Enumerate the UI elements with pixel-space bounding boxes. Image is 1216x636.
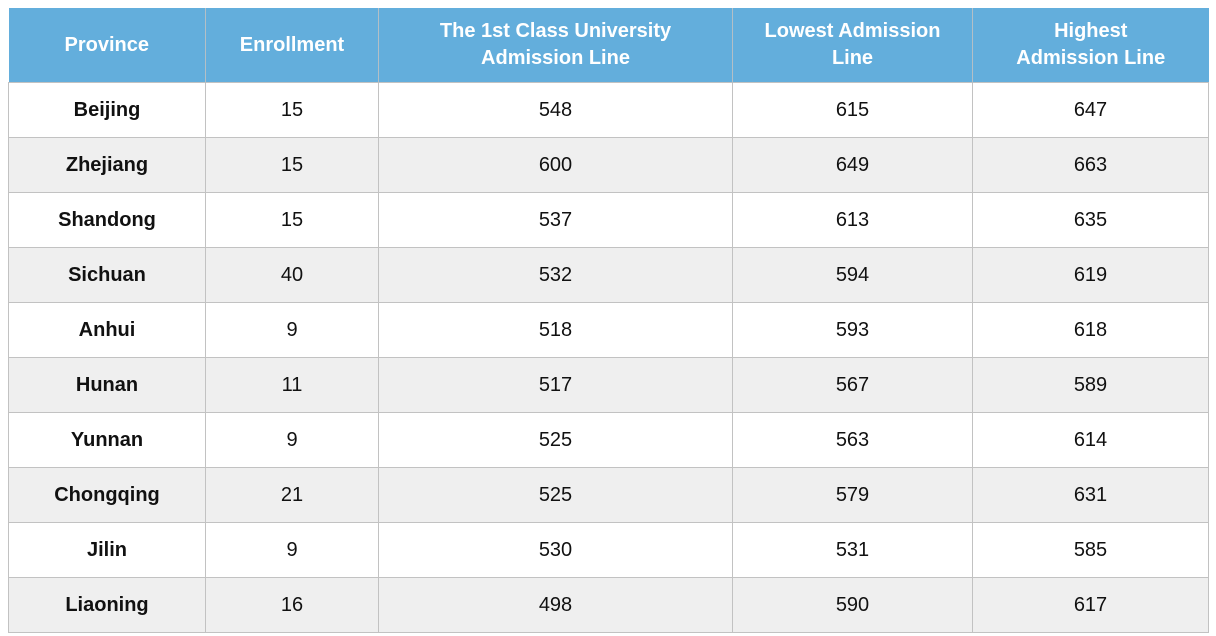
cell-province: Jilin: [8, 522, 206, 578]
cell-province: Hunan: [8, 357, 206, 413]
cell-highest-admission-line: 663: [972, 137, 1209, 193]
cell-province: Shandong: [8, 192, 206, 248]
cell-province: Chongqing: [8, 467, 206, 523]
cell-enrollment: 16: [205, 577, 379, 633]
cell-enrollment: 11: [205, 357, 379, 413]
cell-lowest-admission-line: 615: [732, 82, 973, 138]
column-header-lowest-admission-line: Lowest Admission Line: [732, 8, 973, 83]
cell-province: Zhejiang: [8, 137, 206, 193]
cell-first-class-university-admission-line: 517: [378, 357, 733, 413]
cell-enrollment: 9: [205, 412, 379, 468]
admissions-table: Province Enrollment The 1st Class Univer…: [8, 8, 1209, 633]
cell-enrollment: 15: [205, 82, 379, 138]
cell-lowest-admission-line: 579: [732, 467, 973, 523]
cell-highest-admission-line: 589: [972, 357, 1209, 413]
cell-lowest-admission-line: 563: [732, 412, 973, 468]
cell-first-class-university-admission-line: 537: [378, 192, 733, 248]
cell-highest-admission-line: 617: [972, 577, 1209, 633]
cell-highest-admission-line: 619: [972, 247, 1209, 303]
cell-lowest-admission-line: 649: [732, 137, 973, 193]
cell-lowest-admission-line: 567: [732, 357, 973, 413]
table-row: Hunan 11 517 567 589: [8, 357, 1209, 413]
column-header-first-class-university-admission-line: The 1st Class University Admission Line: [378, 8, 733, 83]
cell-enrollment: 15: [205, 137, 379, 193]
cell-lowest-admission-line: 590: [732, 577, 973, 633]
cell-highest-admission-line: 614: [972, 412, 1209, 468]
cell-highest-admission-line: 635: [972, 192, 1209, 248]
table-row: Chongqing 21 525 579 631: [8, 467, 1209, 523]
cell-lowest-admission-line: 531: [732, 522, 973, 578]
cell-highest-admission-line: 647: [972, 82, 1209, 138]
cell-enrollment: 40: [205, 247, 379, 303]
column-header-enrollment: Enrollment: [205, 8, 379, 83]
cell-first-class-university-admission-line: 530: [378, 522, 733, 578]
cell-province: Yunnan: [8, 412, 206, 468]
cell-province: Liaoning: [8, 577, 206, 633]
table-row: Liaoning 16 498 590 617: [8, 577, 1209, 633]
table-row: Sichuan 40 532 594 619: [8, 247, 1209, 303]
cell-highest-admission-line: 618: [972, 302, 1209, 358]
cell-enrollment: 9: [205, 522, 379, 578]
cell-first-class-university-admission-line: 600: [378, 137, 733, 193]
cell-highest-admission-line: 631: [972, 467, 1209, 523]
column-header-highest-admission-line: Highest Admission Line: [972, 8, 1209, 83]
cell-first-class-university-admission-line: 548: [378, 82, 733, 138]
cell-enrollment: 9: [205, 302, 379, 358]
cell-first-class-university-admission-line: 532: [378, 247, 733, 303]
cell-lowest-admission-line: 594: [732, 247, 973, 303]
admissions-table-container: Province Enrollment The 1st Class Univer…: [8, 8, 1209, 633]
cell-province: Anhui: [8, 302, 206, 358]
cell-enrollment: 21: [205, 467, 379, 523]
header-row: Province Enrollment The 1st Class Univer…: [8, 8, 1209, 83]
table-row: Yunnan 9 525 563 614: [8, 412, 1209, 468]
cell-first-class-university-admission-line: 525: [378, 467, 733, 523]
column-header-province: Province: [8, 8, 206, 83]
table-header: Province Enrollment The 1st Class Univer…: [8, 8, 1209, 83]
table-row: Jilin 9 530 531 585: [8, 522, 1209, 578]
cell-enrollment: 15: [205, 192, 379, 248]
table-row: Beijing 15 548 615 647: [8, 82, 1209, 138]
table-body: Beijing 15 548 615 647 Zhejiang 15 600 649 663 Sha…: [8, 82, 1209, 633]
cell-lowest-admission-line: 593: [732, 302, 973, 358]
cell-province: Sichuan: [8, 247, 206, 303]
cell-lowest-admission-line: 613: [732, 192, 973, 248]
cell-first-class-university-admission-line: 525: [378, 412, 733, 468]
cell-first-class-university-admission-line: 498: [378, 577, 733, 633]
table-row: Anhui 9 518 593 618: [8, 302, 1209, 358]
table-row: Shandong 15 537 613 635: [8, 192, 1209, 248]
cell-province: Beijing: [8, 82, 206, 138]
table-row: Zhejiang 15 600 649 663: [8, 137, 1209, 193]
cell-first-class-university-admission-line: 518: [378, 302, 733, 358]
cell-highest-admission-line: 585: [972, 522, 1209, 578]
